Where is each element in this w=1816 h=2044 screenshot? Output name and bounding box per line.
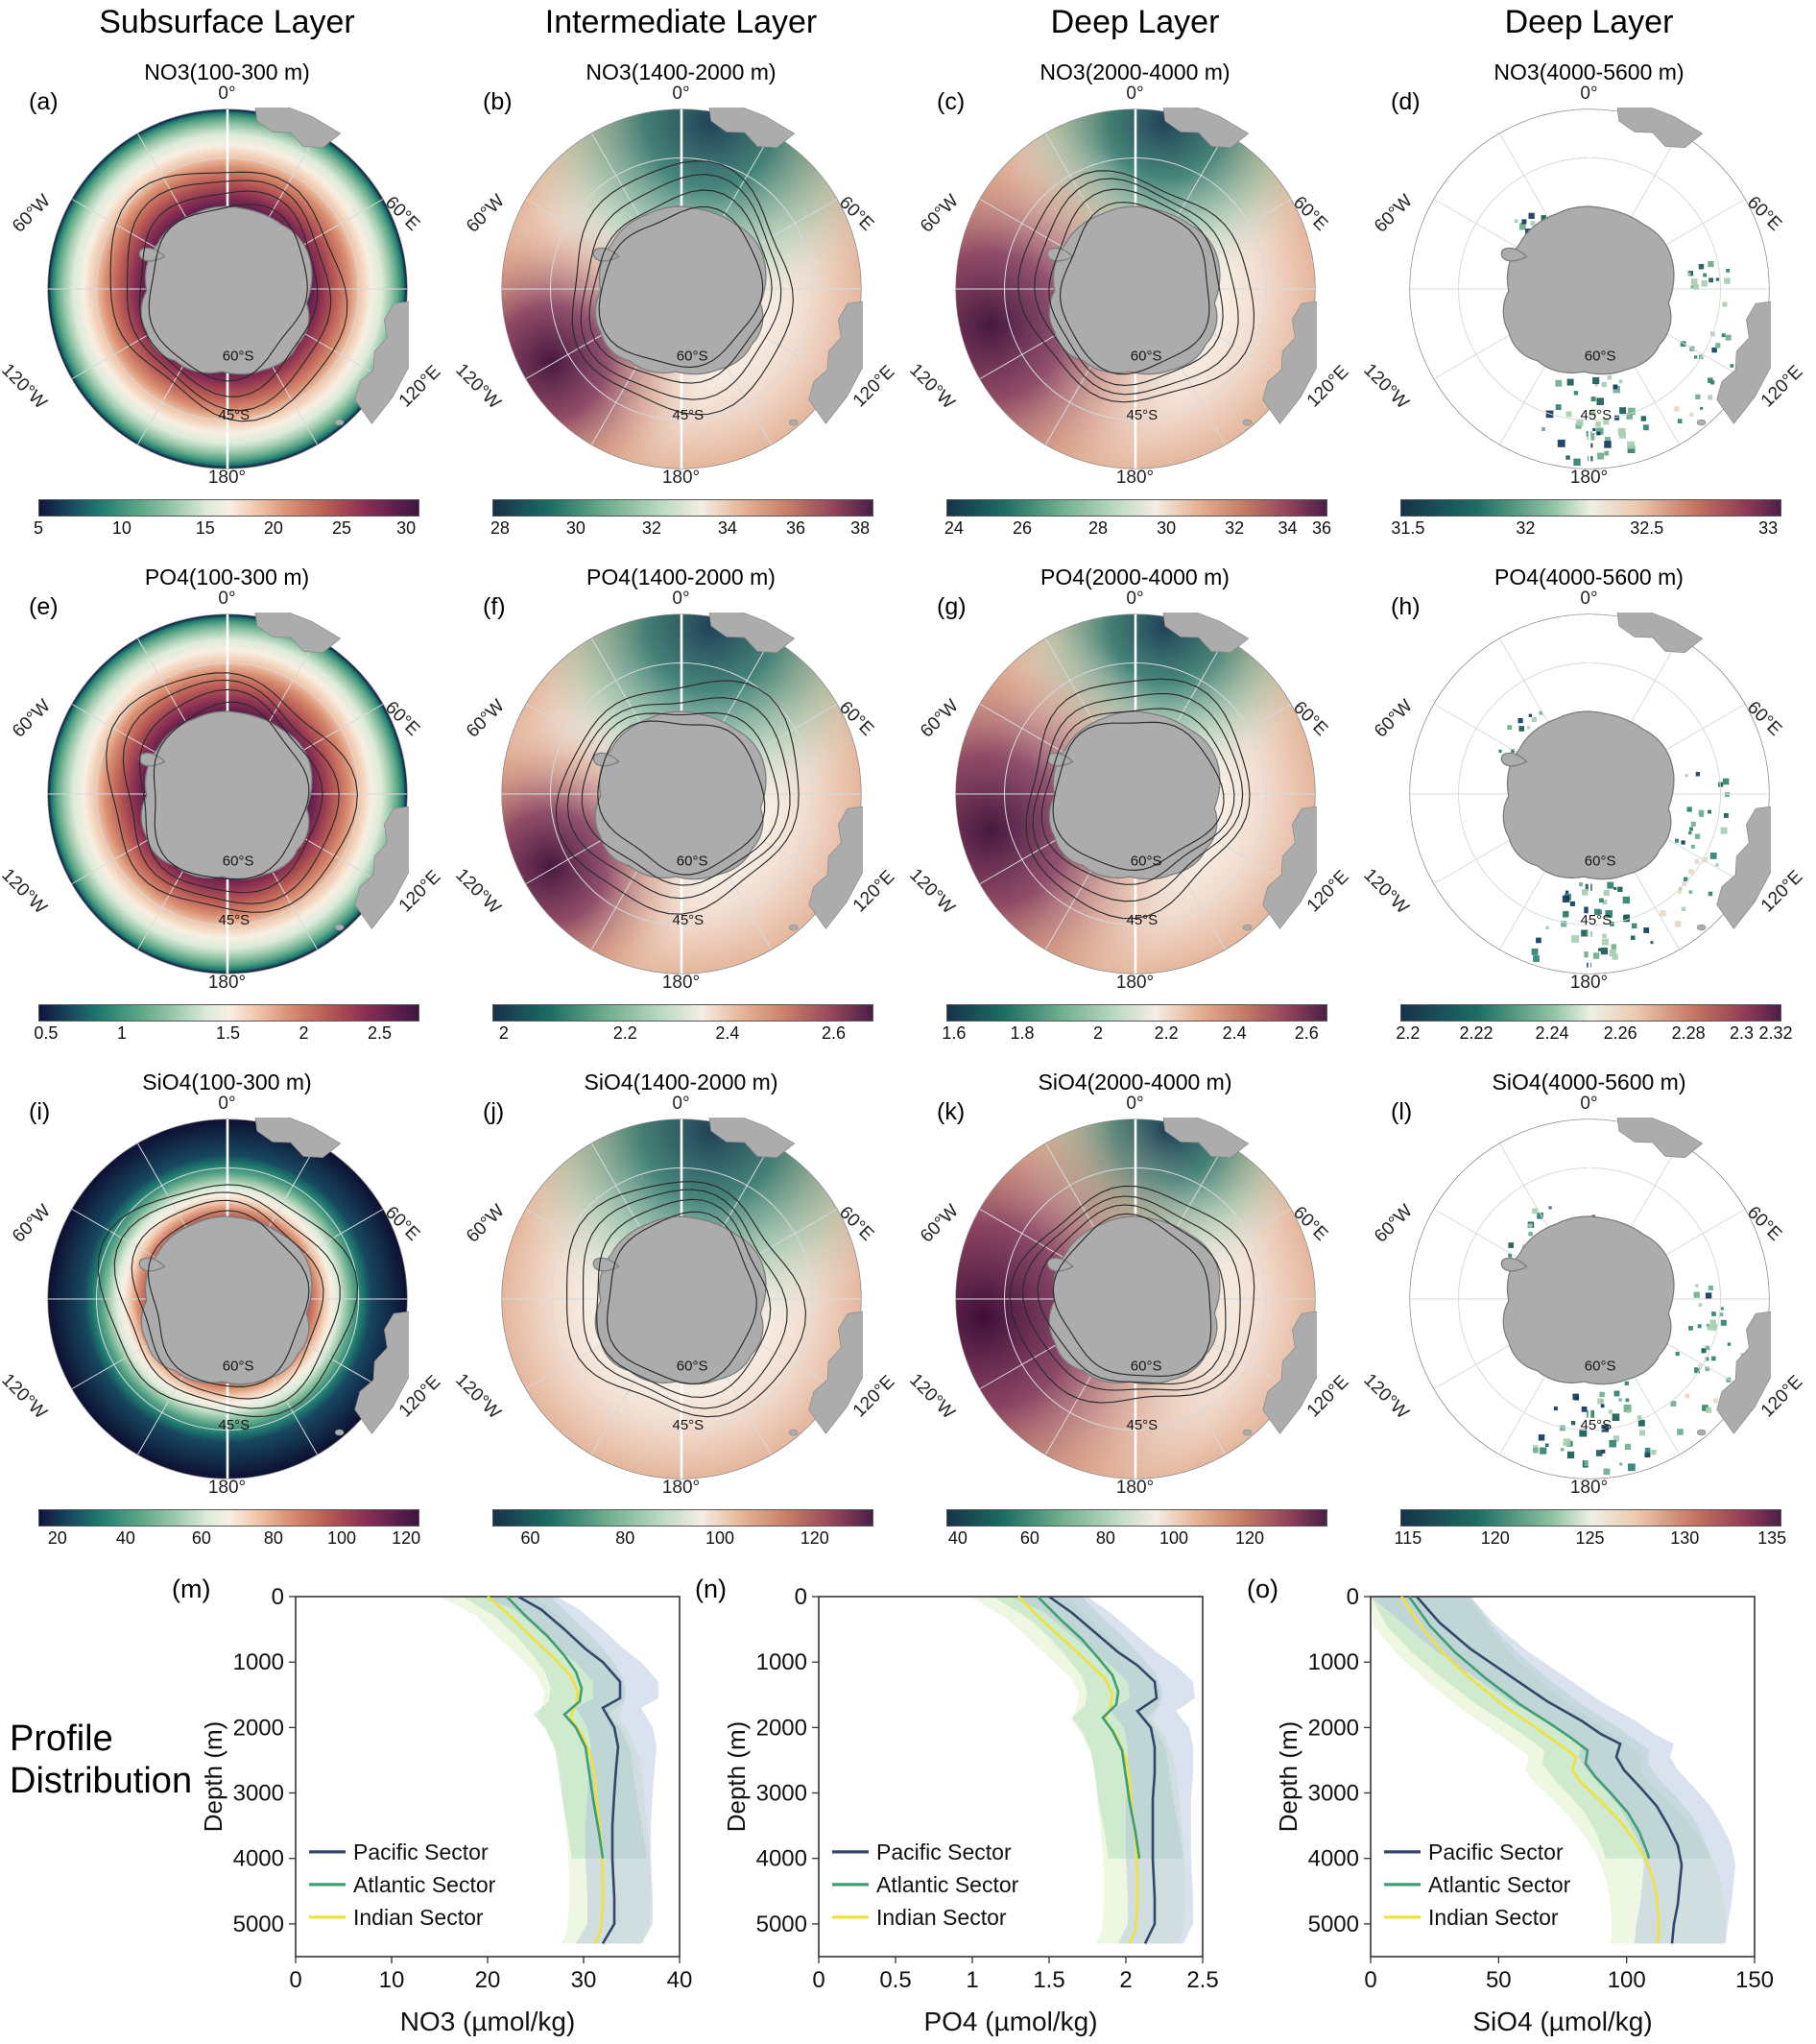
svg-text:1000: 1000	[1308, 1649, 1359, 1675]
svg-text:4000: 4000	[233, 1846, 284, 1872]
svg-text:60°S: 60°S	[676, 854, 707, 870]
svg-text:60°S: 60°S	[1130, 349, 1161, 365]
svg-text:Depth (m): Depth (m)	[728, 1721, 751, 1833]
svg-text:45°S: 45°S	[1126, 912, 1158, 928]
svg-text:Depth (m): Depth (m)	[1279, 1721, 1302, 1833]
svg-text:60°S: 60°S	[222, 349, 253, 365]
svg-text:Atlantic Sector: Atlantic Sector	[876, 1872, 1019, 1897]
svg-text:2000: 2000	[756, 1715, 807, 1741]
svg-text:2000: 2000	[1308, 1715, 1359, 1741]
svg-text:60°S: 60°S	[1130, 1359, 1161, 1375]
svg-text:45°S: 45°S	[218, 912, 250, 928]
svg-text:3000: 3000	[233, 1781, 284, 1807]
svg-text:10: 10	[379, 1967, 405, 1993]
svg-text:45°S: 45°S	[1126, 1417, 1158, 1433]
svg-text:45°S: 45°S	[1580, 912, 1612, 928]
svg-text:4000: 4000	[1308, 1846, 1359, 1872]
svg-text:2000: 2000	[233, 1715, 284, 1741]
svg-text:SiO4 (µmol/kg): SiO4 (µmol/kg)	[1472, 2007, 1652, 2036]
svg-text:60°S: 60°S	[1584, 1359, 1615, 1375]
svg-text:60°S: 60°S	[1130, 854, 1161, 870]
svg-text:45°S: 45°S	[218, 407, 250, 423]
svg-text:1000: 1000	[233, 1649, 284, 1675]
svg-text:5000: 5000	[233, 1912, 284, 1937]
svg-text:Indian Sector: Indian Sector	[1428, 1905, 1559, 1930]
svg-text:20: 20	[475, 1967, 501, 1993]
svg-text:Atlantic Sector: Atlantic Sector	[353, 1872, 496, 1897]
svg-text:60°S: 60°S	[1584, 854, 1615, 870]
svg-text:150: 150	[1735, 1967, 1774, 1993]
svg-text:50: 50	[1486, 1967, 1512, 1993]
svg-text:2: 2	[1119, 1967, 1132, 1993]
svg-text:60°S: 60°S	[222, 1359, 253, 1375]
svg-text:45°S: 45°S	[1580, 1417, 1612, 1433]
svg-text:0: 0	[1347, 1584, 1359, 1610]
svg-text:45°S: 45°S	[1580, 407, 1612, 423]
svg-text:1000: 1000	[756, 1649, 807, 1675]
svg-text:Depth (m): Depth (m)	[204, 1721, 227, 1833]
svg-text:PO4 (µmol/kg): PO4 (µmol/kg)	[923, 2007, 1097, 2036]
svg-text:45°S: 45°S	[1126, 407, 1158, 423]
svg-text:4000: 4000	[756, 1846, 807, 1872]
svg-text:30: 30	[571, 1967, 597, 1993]
svg-text:Pacific Sector: Pacific Sector	[353, 1840, 489, 1864]
svg-text:60°S: 60°S	[1584, 349, 1615, 365]
svg-text:100: 100	[1608, 1967, 1646, 1993]
svg-text:1.5: 1.5	[1033, 1967, 1064, 1993]
svg-text:5000: 5000	[1308, 1912, 1359, 1937]
svg-text:0: 0	[289, 1967, 301, 1993]
svg-text:45°S: 45°S	[218, 1417, 250, 1433]
svg-text:3000: 3000	[1308, 1781, 1359, 1807]
svg-text:45°S: 45°S	[672, 912, 704, 928]
svg-text:Indian Sector: Indian Sector	[876, 1905, 1007, 1930]
svg-text:0: 0	[795, 1584, 807, 1610]
svg-text:45°S: 45°S	[672, 1417, 704, 1433]
svg-text:Pacific Sector: Pacific Sector	[1428, 1840, 1564, 1864]
svg-text:NO3 (µmol/kg): NO3 (µmol/kg)	[400, 2007, 576, 2036]
svg-text:1: 1	[966, 1967, 978, 1993]
svg-text:Indian Sector: Indian Sector	[353, 1905, 484, 1930]
svg-text:0: 0	[812, 1967, 824, 1993]
svg-text:0.5: 0.5	[879, 1967, 911, 1993]
svg-text:60°S: 60°S	[676, 349, 707, 365]
svg-text:2.5: 2.5	[1186, 1967, 1218, 1993]
svg-text:3000: 3000	[756, 1781, 807, 1807]
svg-text:Pacific Sector: Pacific Sector	[876, 1840, 1012, 1864]
svg-text:5000: 5000	[756, 1912, 807, 1937]
svg-text:40: 40	[667, 1967, 693, 1993]
svg-text:Atlantic Sector: Atlantic Sector	[1428, 1872, 1571, 1897]
svg-text:0: 0	[1364, 1967, 1376, 1993]
svg-text:45°S: 45°S	[672, 407, 704, 423]
svg-text:60°S: 60°S	[676, 1359, 707, 1375]
svg-text:60°S: 60°S	[222, 854, 253, 870]
svg-text:0: 0	[272, 1584, 284, 1610]
